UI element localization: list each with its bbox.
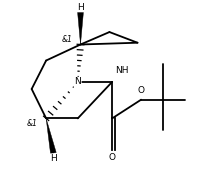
- Text: O: O: [138, 86, 145, 95]
- Text: &1: &1: [27, 119, 38, 128]
- Polygon shape: [78, 12, 83, 44]
- Polygon shape: [46, 118, 56, 154]
- Text: O: O: [109, 153, 116, 162]
- Text: &1: &1: [61, 35, 72, 44]
- Text: H: H: [77, 3, 84, 12]
- Text: N: N: [74, 77, 81, 86]
- Text: H: H: [50, 154, 57, 163]
- Text: NH: NH: [115, 66, 129, 75]
